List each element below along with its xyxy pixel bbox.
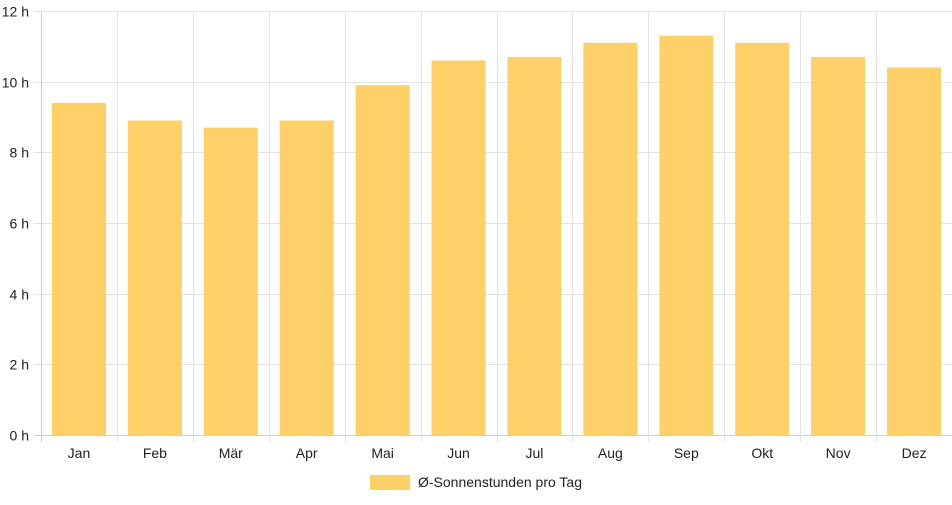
bar-jan[interactable]	[51, 102, 106, 436]
bar-dez[interactable]	[887, 67, 942, 435]
x-tick-label: Nov	[826, 445, 851, 461]
grid	[34, 11, 952, 442]
axes: 0 h 2 h 4 h 6 h 8 h 10 h 12 h Jan Feb Mär Apr Mai Ju…	[2, 4, 927, 462]
y-tick-label: 6 h	[10, 216, 29, 232]
y-tick-label: 2 h	[10, 357, 29, 373]
x-tick-label: Aug	[598, 445, 623, 461]
legend[interactable]: Ø-Sonnenstunden pro Tag	[370, 474, 582, 490]
bar-aug[interactable]	[583, 42, 638, 436]
y-tick-label: 10 h	[2, 75, 29, 91]
x-tick-label: Jan	[68, 445, 91, 461]
x-tick-label: Mai	[371, 445, 394, 461]
bar-mai[interactable]	[355, 85, 410, 435]
x-tick-label: Okt	[751, 445, 773, 461]
x-tick-label: Dez	[902, 445, 927, 461]
bar-jun[interactable]	[431, 60, 486, 435]
y-tick-label: 4 h	[10, 287, 29, 303]
bar-apr[interactable]	[279, 120, 334, 435]
x-tick-label: Jul	[526, 445, 544, 461]
bar-nov[interactable]	[811, 56, 866, 436]
x-tick-label: Jun	[447, 445, 470, 461]
x-tick-label: Apr	[296, 445, 318, 461]
bar-jul[interactable]	[507, 56, 562, 436]
bar-mär[interactable]	[203, 127, 258, 435]
legend-label[interactable]: Ø-Sonnenstunden pro Tag	[418, 474, 582, 490]
x-tick-label: Sep	[674, 445, 699, 461]
y-tick-label: 8 h	[10, 145, 29, 161]
bar-sep[interactable]	[659, 35, 714, 435]
bar-okt[interactable]	[735, 42, 790, 436]
bar-feb[interactable]	[127, 120, 182, 435]
x-tick-label: Mär	[219, 445, 243, 461]
y-tick-label: 0 h	[10, 428, 29, 444]
legend-swatch[interactable]	[370, 475, 410, 490]
x-tick-label: Feb	[143, 445, 167, 461]
bars	[51, 35, 942, 436]
y-tick-label: 12 h	[2, 4, 29, 20]
